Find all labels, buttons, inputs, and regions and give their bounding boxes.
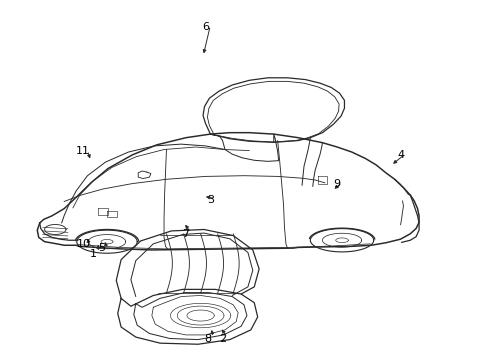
Text: 8: 8 bbox=[204, 333, 211, 343]
Text: 4: 4 bbox=[396, 150, 403, 160]
Text: 9: 9 bbox=[333, 179, 340, 189]
Text: 10: 10 bbox=[77, 239, 90, 249]
Text: 1: 1 bbox=[90, 248, 97, 258]
Text: 7: 7 bbox=[182, 229, 189, 239]
Text: 3: 3 bbox=[206, 195, 213, 205]
Text: 11: 11 bbox=[76, 146, 89, 156]
Text: 6: 6 bbox=[202, 22, 208, 32]
Text: 5: 5 bbox=[98, 243, 105, 253]
Text: 2: 2 bbox=[219, 333, 225, 343]
